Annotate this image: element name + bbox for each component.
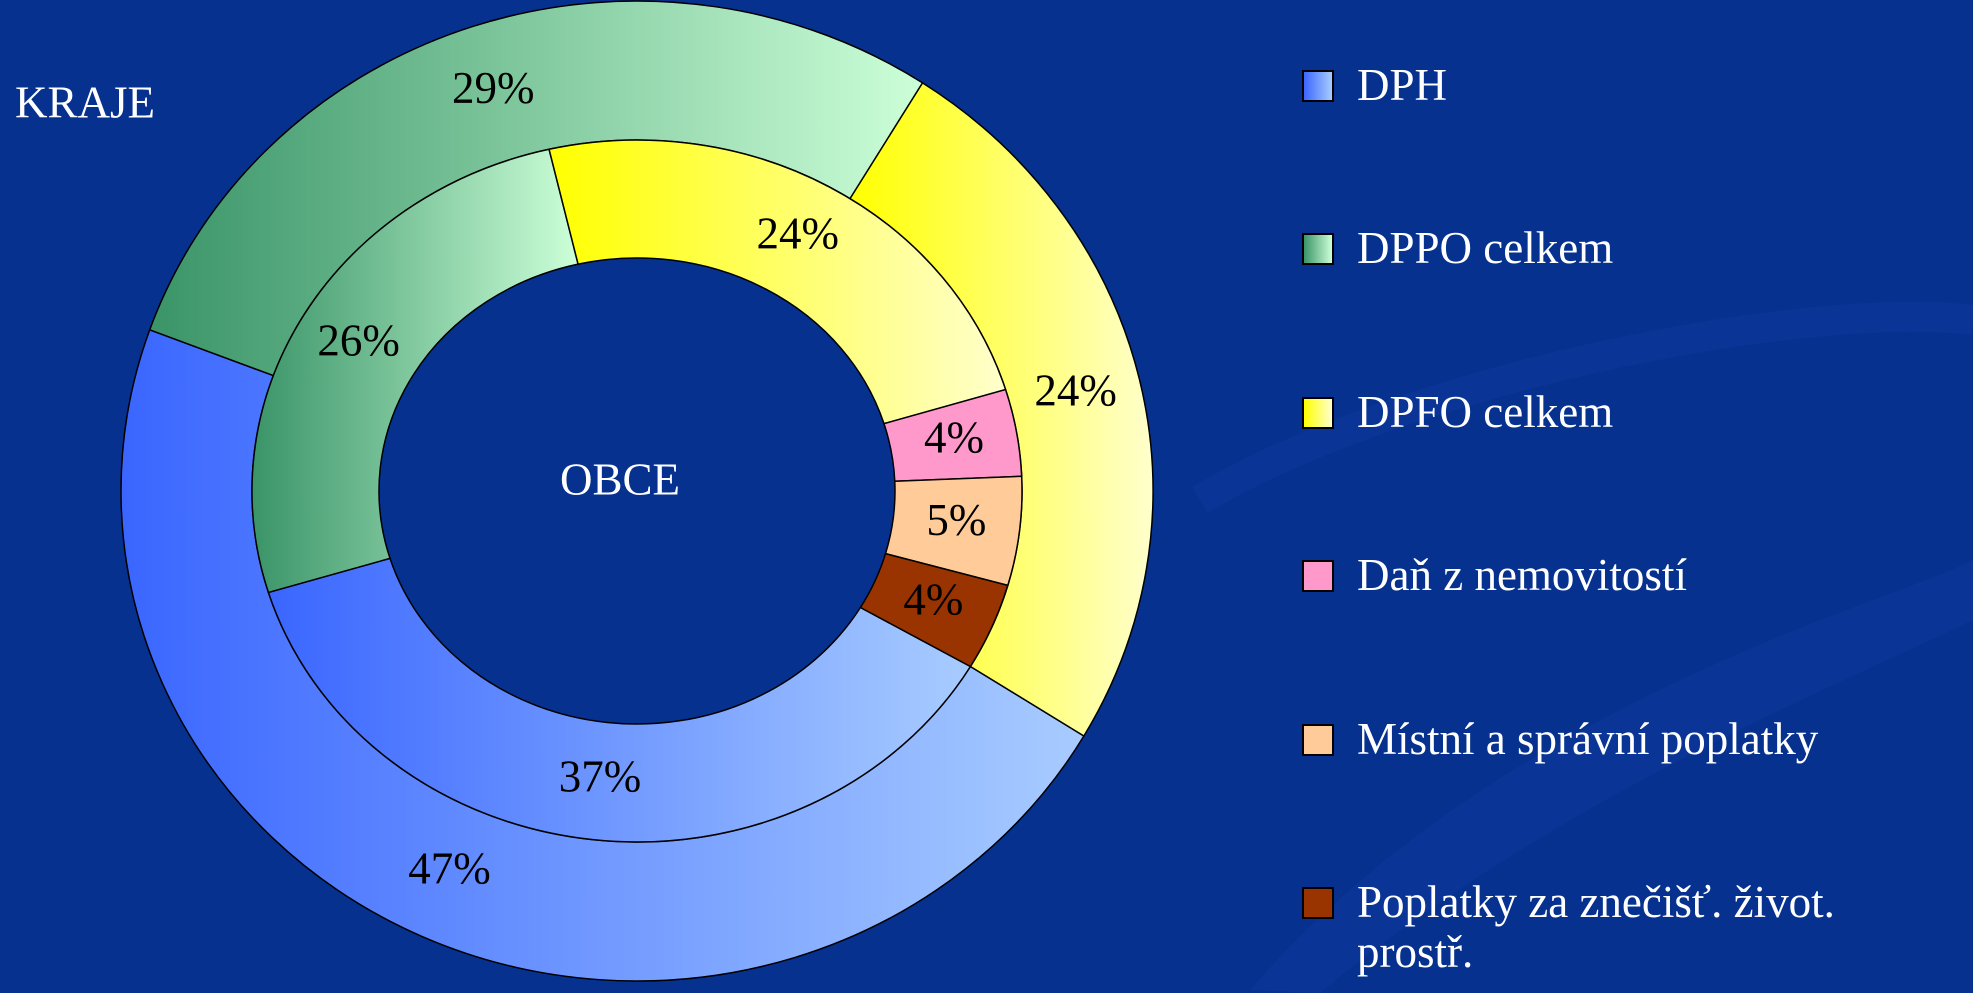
background-swirl	[1192, 301, 1973, 513]
legend-label: DPPO celkem	[1357, 223, 1614, 273]
legend-entry: DPFO celkem	[1302, 387, 1942, 437]
series-label: OBCE	[560, 454, 680, 504]
legend-swatch	[1302, 887, 1334, 919]
legend-entry: Poplatky za znečišť. život. prostř.	[1302, 877, 1942, 977]
legend-swatch	[1302, 724, 1334, 756]
legend-label: Poplatky za znečišť. život. prostř.	[1357, 877, 1835, 977]
donut-segment	[251, 148, 580, 594]
data-label: 24%	[1034, 365, 1117, 415]
donut-segment	[548, 139, 1007, 425]
data-label: 47%	[408, 844, 491, 894]
background-swirl	[1250, 560, 1973, 993]
donut-segment	[267, 557, 972, 843]
data-label: 5%	[926, 495, 986, 545]
legend-swatch	[1302, 233, 1334, 265]
data-label: 29%	[452, 63, 535, 113]
legend-entry: DPH	[1302, 60, 1942, 110]
legend-label: DPH	[1357, 60, 1448, 110]
legend-entry: DPPO celkem	[1302, 223, 1942, 273]
legend-swatch	[1302, 70, 1334, 102]
data-label: 4%	[903, 574, 963, 624]
legend-entry: Místní a správní poplatky	[1302, 714, 1942, 764]
legend-label: DPFO celkem	[1357, 387, 1614, 437]
data-label: 26%	[317, 315, 400, 365]
donut-segment	[859, 552, 1009, 668]
data-label: 24%	[757, 208, 840, 258]
legend-label: Místní a správní poplatky	[1357, 714, 1819, 764]
legend-swatch	[1302, 560, 1334, 592]
data-label: 4%	[924, 413, 984, 463]
legend-label: Daň z nemovitostí	[1357, 550, 1687, 600]
series-label: KRAJE	[15, 77, 155, 127]
legend-entry: Daň z nemovitostí	[1302, 550, 1942, 600]
legend-swatch	[1302, 397, 1334, 429]
data-label: 37%	[559, 751, 642, 801]
